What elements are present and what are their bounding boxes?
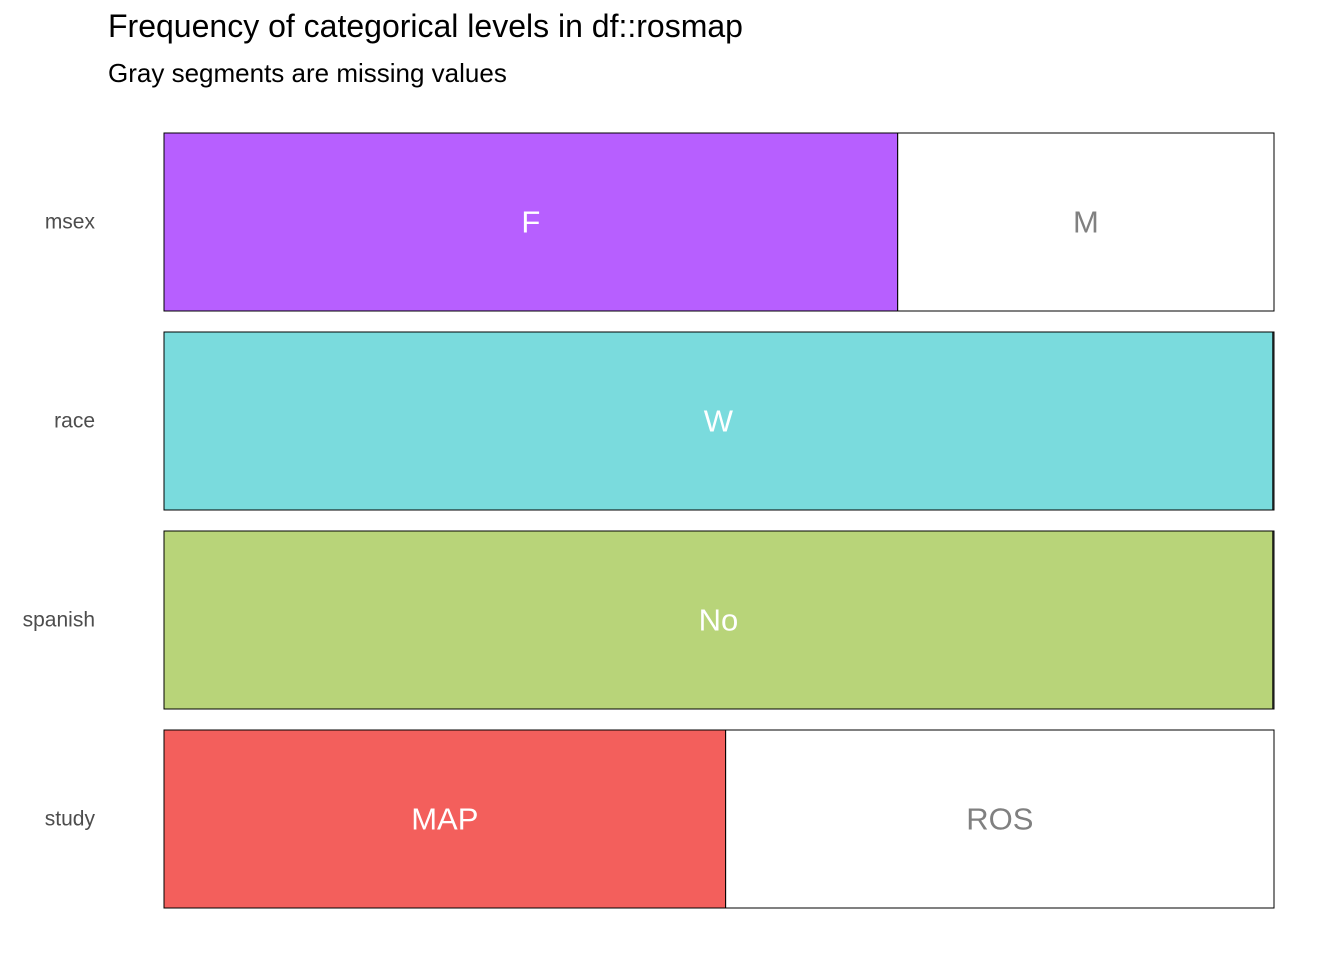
segment-label-spanish-no: No xyxy=(699,603,739,638)
row-label-study: study xyxy=(45,808,96,831)
segment-label-race-w: W xyxy=(704,404,734,439)
chart-subtitle: Gray segments are missing values xyxy=(108,58,507,88)
segment-label-msex-m: M xyxy=(1073,205,1099,240)
chart-title: Frequency of categorical levels in df::r… xyxy=(108,8,743,44)
bar-segment-race-other xyxy=(1272,331,1275,511)
row-label-msex: msex xyxy=(45,211,96,234)
segment-label-study-map: MAP xyxy=(411,802,478,837)
segment-label-study-ros: ROS xyxy=(966,802,1033,837)
bar-segment-study-ros xyxy=(725,729,1275,909)
row-label-race: race xyxy=(54,410,95,433)
bar-segment-spanish-no xyxy=(163,530,1274,710)
bar-segment-msex-m xyxy=(897,132,1275,312)
bar-segment-study-map xyxy=(163,729,727,909)
row-label-spanish: spanish xyxy=(23,609,95,632)
bar-segment-msex-f xyxy=(163,132,899,312)
bar-segment-spanish-other xyxy=(1272,530,1275,710)
segment-label-msex-f: F xyxy=(521,205,540,240)
bar-segment-race-w xyxy=(163,331,1274,511)
